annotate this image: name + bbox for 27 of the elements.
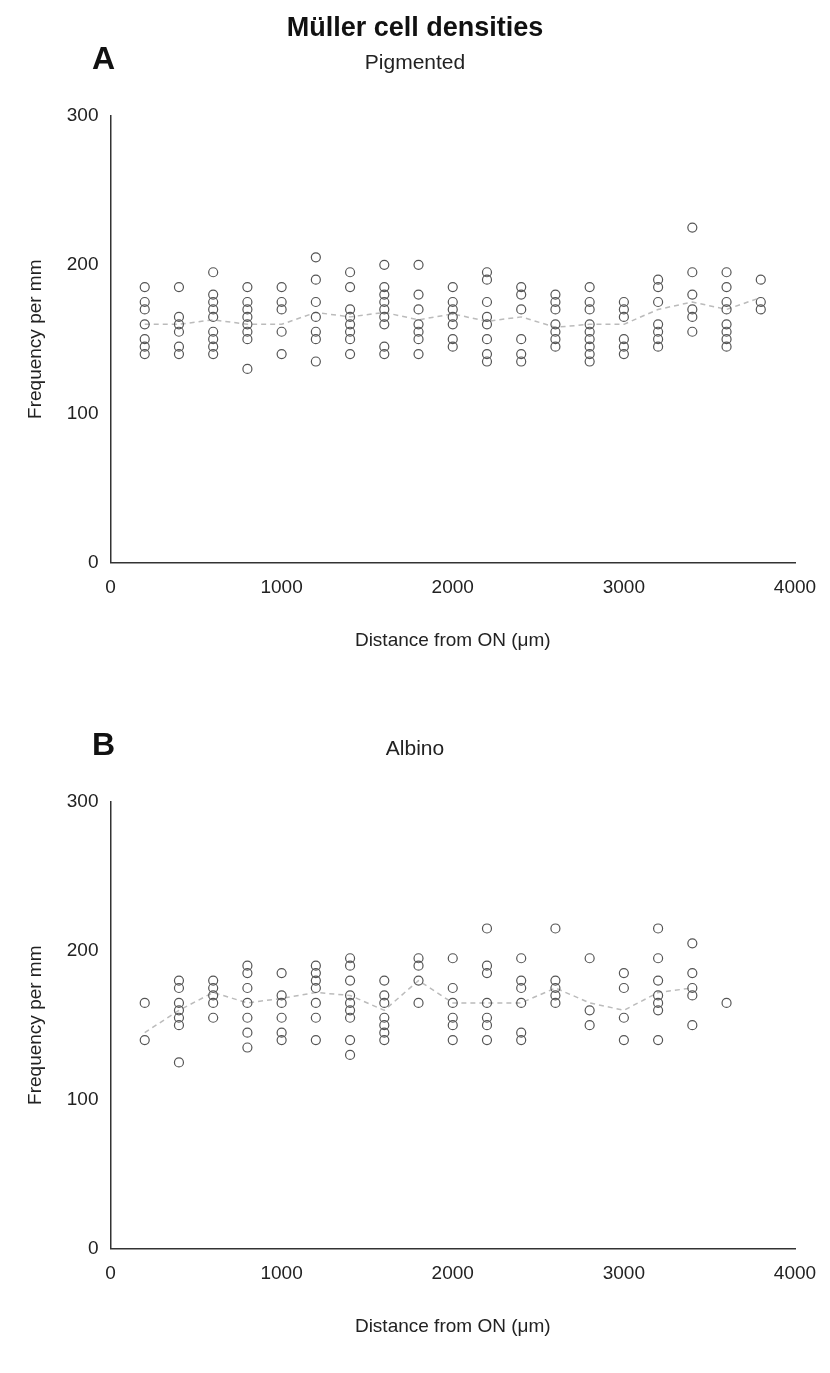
x-tick-label: 3000 (602, 1262, 646, 1284)
x-tick-label: 1000 (260, 576, 303, 598)
x-tick-label: 4000 (773, 1262, 817, 1284)
y-tick-label: 100 (66, 1087, 99, 1109)
x-tick-label: 2000 (431, 576, 474, 598)
x-tick-label: 4000 (773, 576, 817, 598)
x-tick-label: 2000 (431, 1262, 474, 1284)
y-tick-label: 300 (66, 790, 99, 812)
y-tick-label: 200 (66, 253, 99, 275)
y-axis-title: Frequency per mm (23, 945, 45, 1105)
y-axis-title: Frequency per mm (23, 259, 45, 419)
x-tick-label: 0 (105, 1262, 116, 1284)
text: A (92, 40, 116, 77)
x-axis-title: Distance from ON (μm) (354, 1314, 551, 1336)
y-tick-label: 100 (66, 401, 99, 423)
x-tick-label: 1000 (260, 1262, 303, 1284)
y-tick-label: 200 (66, 939, 99, 961)
x-axis-title: Distance from ON (μm) (354, 628, 551, 650)
chart-title: Albino (385, 736, 445, 759)
chart-title: Müller cell densities (286, 12, 544, 42)
chart-subtitle: Pigmented (364, 50, 466, 73)
y-tick-label: 0 (87, 1236, 99, 1258)
x-tick-label: 3000 (602, 576, 646, 598)
text: B (92, 726, 116, 763)
x-tick-label: 0 (105, 576, 116, 598)
y-tick-label: 0 (87, 550, 99, 572)
y-tick-label: 300 (66, 104, 99, 126)
